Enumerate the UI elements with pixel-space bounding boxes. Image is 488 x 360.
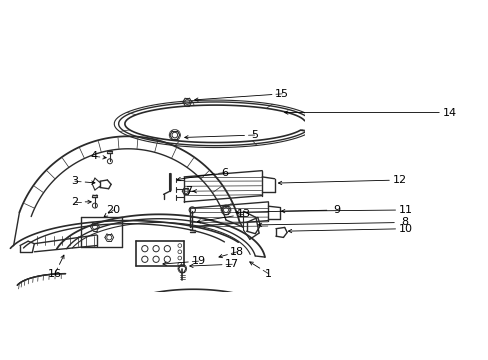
Text: 17: 17 <box>224 259 239 269</box>
Text: 14: 14 <box>442 108 456 118</box>
Text: 2: 2 <box>71 197 78 207</box>
Text: 12: 12 <box>392 175 406 185</box>
Text: 18: 18 <box>230 247 244 257</box>
Text: 15: 15 <box>275 89 288 99</box>
Text: 19: 19 <box>191 256 205 266</box>
Text: 11: 11 <box>398 205 412 215</box>
Text: 20: 20 <box>106 205 121 215</box>
Text: 10: 10 <box>398 224 412 234</box>
Text: 1: 1 <box>264 269 271 279</box>
Text: 5: 5 <box>251 130 258 140</box>
Text: 3: 3 <box>71 176 78 186</box>
Text: 16: 16 <box>48 269 62 279</box>
Text: 6: 6 <box>221 167 228 177</box>
Text: 8: 8 <box>400 217 407 228</box>
Text: 13: 13 <box>236 209 250 219</box>
Text: 4: 4 <box>90 151 97 161</box>
Text: 9: 9 <box>333 205 340 215</box>
Text: 7: 7 <box>184 186 192 196</box>
